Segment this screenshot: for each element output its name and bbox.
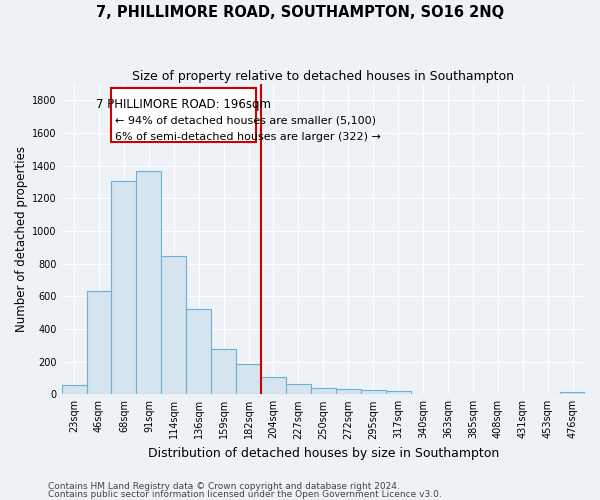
Bar [311,388,336,394]
Bar [261,377,286,394]
Title: Size of property relative to detached houses in Southampton: Size of property relative to detached ho… [133,70,514,83]
Bar [161,256,186,394]
Bar [136,170,161,394]
Bar [560,392,585,394]
X-axis label: Distribution of detached houses by size in Southampton: Distribution of detached houses by size … [148,447,499,460]
Bar [62,386,86,394]
Bar [386,391,410,394]
Text: 7, PHILLIMORE ROAD, SOUTHAMPTON, SO16 2NQ: 7, PHILLIMORE ROAD, SOUTHAMPTON, SO16 2N… [96,5,504,20]
Bar [86,290,112,395]
Bar [112,182,136,394]
Text: Contains public sector information licensed under the Open Government Licence v3: Contains public sector information licen… [48,490,442,499]
Bar [186,308,211,394]
Text: ← 94% of detached houses are smaller (5,100): ← 94% of detached houses are smaller (5,… [115,115,376,125]
Bar [336,388,361,394]
Y-axis label: Number of detached properties: Number of detached properties [15,146,28,332]
Text: 7 PHILLIMORE ROAD: 196sqm: 7 PHILLIMORE ROAD: 196sqm [96,98,271,111]
Bar [286,384,311,394]
Bar [236,364,261,394]
FancyBboxPatch shape [112,88,256,142]
Bar [211,350,236,395]
Bar [361,390,386,394]
Text: 6% of semi-detached houses are larger (322) →: 6% of semi-detached houses are larger (3… [115,132,381,141]
Text: Contains HM Land Registry data © Crown copyright and database right 2024.: Contains HM Land Registry data © Crown c… [48,482,400,491]
